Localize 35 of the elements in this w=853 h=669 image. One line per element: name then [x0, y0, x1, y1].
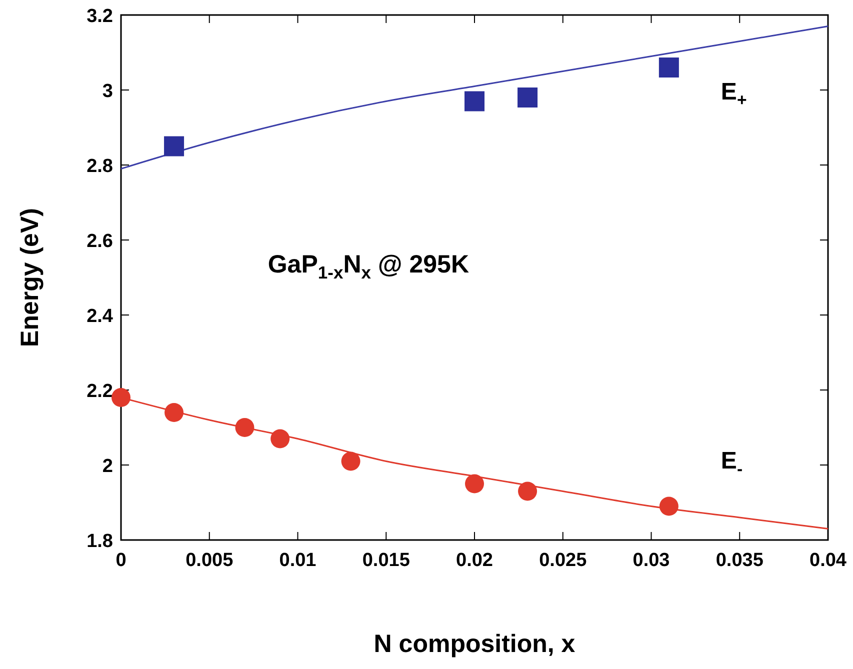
point: [164, 136, 184, 156]
point: [518, 88, 538, 108]
y-tick-label: 1.8: [86, 531, 113, 552]
point: [658, 58, 679, 78]
point: [518, 482, 538, 501]
point: [270, 429, 290, 448]
x-axis-title: N composition, x: [374, 630, 576, 658]
x-tick-label: 0.03: [632, 550, 670, 571]
y-tick-label: 3: [102, 81, 113, 102]
point: [465, 474, 484, 494]
point: [164, 403, 184, 422]
y-tick-label: 3.2: [86, 6, 113, 27]
series-label: E$_{+}$: [720, 78, 747, 110]
y-tick-label: 2.4: [86, 306, 114, 327]
annotation: GaP$_{1-x}$N$_{x}$ @ 295K: [268, 250, 470, 283]
x-tick-label: 0.035: [716, 550, 764, 571]
line-series: [120, 26, 829, 170]
point: [112, 388, 130, 407]
y-tick-label: 2.6: [86, 231, 113, 252]
y-tick-label: 2.8: [86, 156, 113, 177]
y-tick-label: 2.2: [86, 381, 113, 402]
y-tick-label: 2: [102, 456, 113, 477]
point: [341, 452, 360, 471]
x-tick-label: 0.04: [810, 550, 847, 571]
x-tick-label: 0.01: [279, 550, 317, 571]
x-tick-label: 0: [116, 550, 126, 571]
point: [464, 91, 484, 112]
x-tick-label: 0.015: [362, 550, 410, 571]
point: [659, 496, 678, 516]
text: E$_{-}$: [720, 447, 743, 478]
y-axis-title: Energy (eV): [16, 208, 44, 347]
x-tick-label: 0.02: [456, 550, 493, 571]
point: [235, 418, 254, 437]
x-tick-label: 0.005: [186, 550, 234, 571]
x-tick-label: 0.025: [539, 550, 588, 571]
